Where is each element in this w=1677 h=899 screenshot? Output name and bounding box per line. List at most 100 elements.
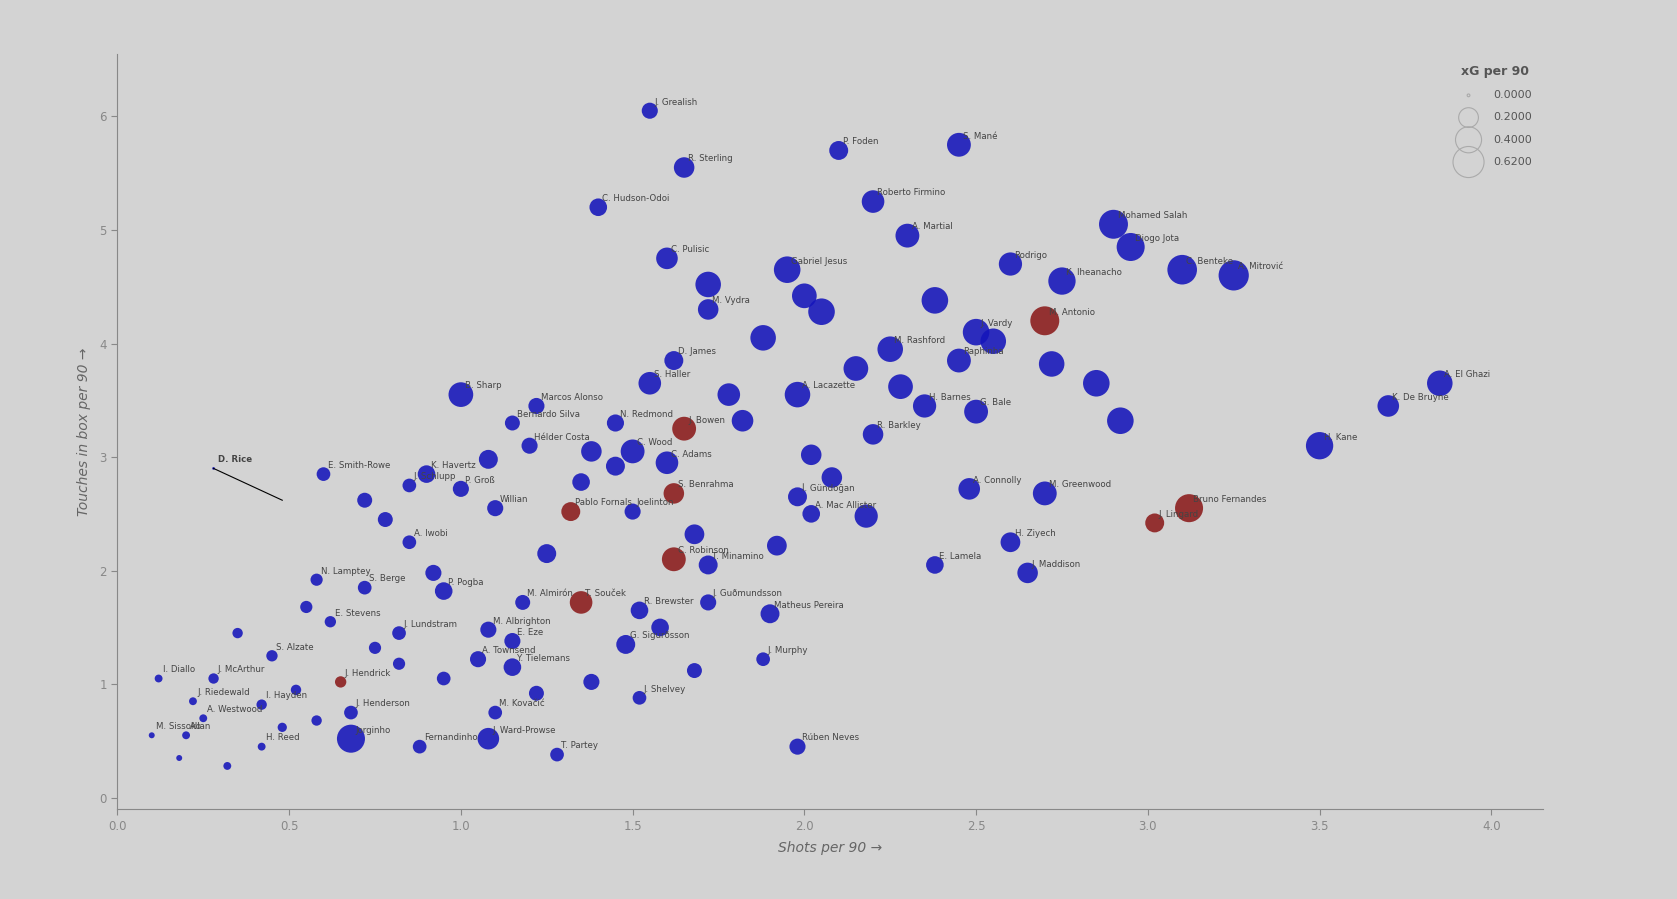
Text: S. Benrahma: S. Benrahma (678, 480, 733, 489)
Point (956, 482, 983, 496)
Point (179, 694, 206, 708)
Point (1306, 439, 1333, 453)
Text: H. Reed: H. Reed (267, 734, 300, 743)
Text: T. Minamino: T. Minamino (713, 552, 765, 561)
Point (654, 456, 681, 470)
Text: J. Schlupp: J. Schlupp (414, 472, 456, 481)
Point (475, 622, 501, 636)
Text: J. Murphy: J. Murphy (768, 646, 808, 655)
Point (431, 672, 458, 686)
Text: J. Lingard: J. Lingard (1159, 510, 1199, 519)
Text: I. Diallo: I. Diallo (163, 665, 195, 674)
Point (750, 331, 776, 345)
Point (337, 732, 364, 746)
Point (681, 527, 708, 541)
Text: J. Grealish: J. Grealish (654, 98, 698, 107)
Text: J. Bowen: J. Bowen (688, 415, 724, 424)
Point (543, 747, 570, 761)
Point (979, 334, 1006, 349)
Point (773, 263, 800, 277)
Text: P. Foden: P. Foden (844, 138, 879, 147)
Text: J. Lundstram: J. Lundstram (402, 620, 458, 629)
Point (694, 302, 721, 316)
Point (557, 504, 584, 519)
Point (842, 361, 869, 376)
Point (386, 626, 413, 640)
Text: J. Guðmundsson: J. Guðmundsson (713, 589, 783, 598)
Text: S. Berge: S. Berge (369, 574, 406, 583)
Point (602, 416, 629, 431)
Point (729, 414, 756, 428)
Text: S. Alzate: S. Alzate (277, 643, 314, 652)
Point (200, 461, 226, 476)
Point (413, 467, 439, 481)
Point (854, 509, 880, 523)
Point (921, 557, 948, 572)
Point (750, 652, 776, 666)
Point (310, 467, 337, 481)
Text: N. Redmond: N. Redmond (619, 410, 672, 419)
Point (337, 706, 364, 720)
Point (258, 648, 285, 663)
Point (517, 439, 543, 453)
Text: J. McArthur: J. McArthur (218, 665, 265, 674)
Point (860, 427, 887, 441)
X-axis label: Shots per 90 →: Shots per 90 → (778, 841, 882, 855)
Text: C. Wood: C. Wood (637, 438, 672, 447)
Point (1038, 357, 1065, 371)
Point (825, 143, 852, 157)
Text: Jorginho: Jorginho (356, 725, 391, 734)
Point (500, 416, 527, 431)
Point (523, 686, 550, 700)
Point (792, 289, 818, 303)
Text: I. Hayden: I. Hayden (267, 691, 307, 700)
Text: Pablo Fornals: Pablo Fornals (575, 498, 632, 507)
Point (647, 620, 674, 635)
Point (190, 711, 216, 725)
Text: Mohamed Salah: Mohamed Salah (1117, 211, 1187, 220)
Text: Fernandinho: Fernandinho (424, 734, 478, 743)
Text: E. Smith-Rowe: E. Smith-Rowe (327, 461, 391, 470)
Point (894, 228, 921, 243)
Text: H. Kane: H. Kane (1323, 432, 1357, 441)
Point (138, 728, 164, 743)
Text: C. Robinson: C. Robinson (678, 546, 729, 555)
Point (585, 200, 612, 215)
Text: M. Albrighton: M. Albrighton (493, 617, 550, 626)
Point (569, 475, 595, 489)
Text: E. Eze: E. Eze (517, 628, 543, 636)
Point (612, 637, 639, 652)
Point (396, 478, 423, 493)
Text: P. Groß: P. Groß (465, 476, 495, 485)
Point (1117, 240, 1144, 254)
Point (481, 501, 508, 515)
Text: A. Westwood: A. Westwood (208, 705, 263, 714)
Point (304, 713, 330, 727)
Text: J. Ward-Prowse: J. Ward-Prowse (493, 725, 557, 734)
Text: K. De Bruyne: K. De Bruyne (1392, 393, 1449, 402)
Point (396, 535, 423, 549)
Y-axis label: Touches in box per 90 →: Touches in box per 90 → (77, 347, 91, 516)
Point (523, 399, 550, 414)
Text: M. Greenwood: M. Greenwood (1048, 480, 1112, 489)
Point (1142, 516, 1169, 530)
Point (798, 448, 825, 462)
Point (406, 740, 433, 754)
Point (963, 405, 989, 419)
Point (785, 490, 812, 504)
Point (661, 353, 688, 368)
Text: A. El Ghazi: A. El Ghazi (1444, 370, 1491, 379)
Text: H. Ziyech: H. Ziyech (1015, 530, 1055, 539)
Point (200, 672, 226, 686)
Point (283, 682, 310, 697)
Point (304, 573, 330, 587)
Text: J. Maddison: J. Maddison (1031, 560, 1082, 569)
Point (510, 595, 537, 610)
Point (248, 740, 275, 754)
Point (921, 293, 948, 307)
Point (225, 626, 252, 640)
Text: Y. Tielemans: Y. Tielemans (517, 654, 570, 663)
Point (694, 557, 721, 572)
Text: A. Lacazette: A. Lacazette (802, 381, 855, 390)
Point (998, 257, 1025, 271)
